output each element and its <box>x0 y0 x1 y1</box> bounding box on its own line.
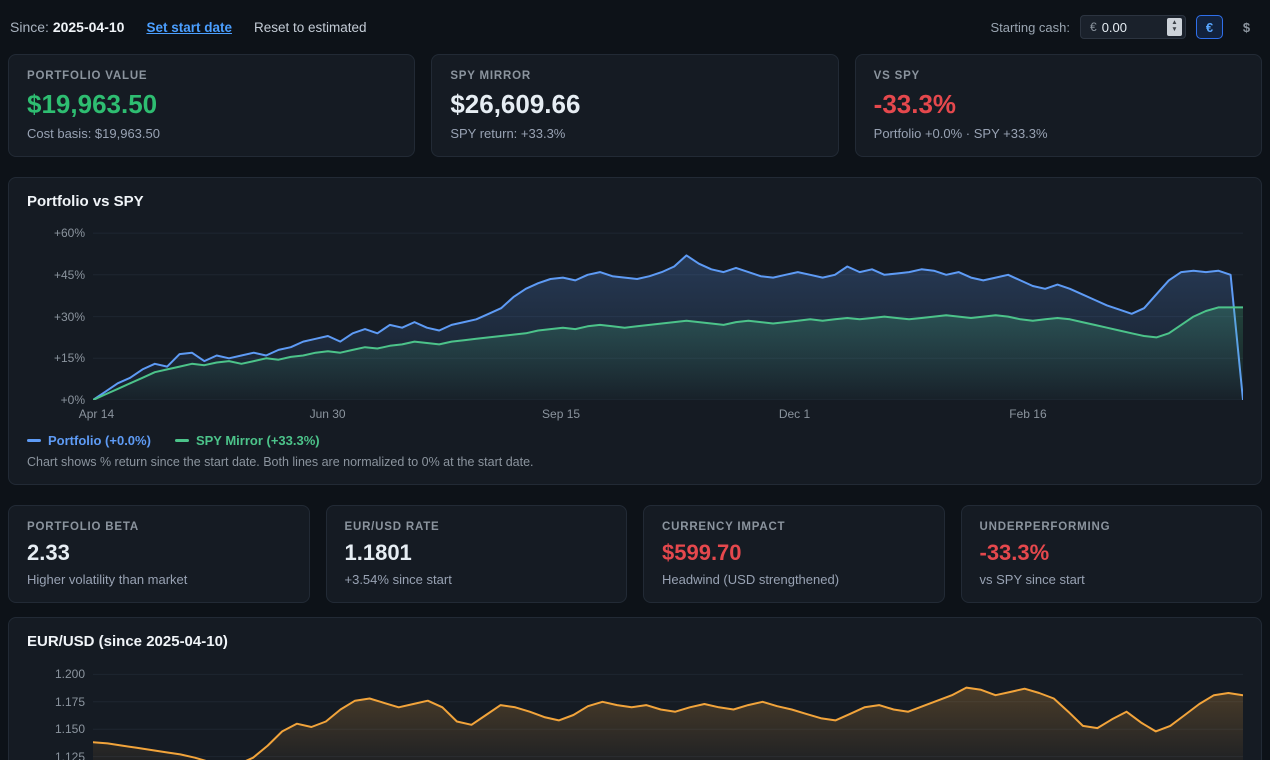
top-stat-cards: PORTFOLIO VALUE $19,963.50 Cost basis: $… <box>8 54 1262 157</box>
stat-card-vs-spy: VS SPY -33.3% Portfolio +0.0% · SPY +33.… <box>854 54 1262 157</box>
topbar-left: Since: 2025-04-10 Set start date Reset t… <box>10 19 367 35</box>
chart-legend: Portfolio (+0.0%) SPY Mirror (+33.3%) <box>27 433 1243 448</box>
portfolio-line-swatch-icon <box>27 439 41 442</box>
stat-card-value: $19,963.50 <box>27 89 158 119</box>
stat-card-value: -33.3% <box>873 89 957 119</box>
y-tick-label: +30% <box>53 309 85 324</box>
portfolio-chart-svg <box>93 232 1243 400</box>
stat-card-underperforming: UNDERPERFORMING -33.3% vs SPY since star… <box>960 505 1262 603</box>
spy-line-swatch-icon <box>174 439 189 442</box>
starting-cash-label: Starting cash: <box>990 19 1071 35</box>
stat-card-title: UNDERPERFORMING <box>979 521 1111 533</box>
legend-item-portfolio: Portfolio (+0.0%) <box>27 433 151 448</box>
currency-symbol: € <box>1090 20 1097 34</box>
stat-card-value: 2.33 <box>27 540 70 565</box>
stat-card-subtitle: vs SPY since start <box>979 572 1085 587</box>
stat-card-portfolio-beta: PORTFOLIO BETA 2.33 Higher volatility th… <box>8 505 310 603</box>
stat-card-value: -33.3% <box>979 540 1050 565</box>
reset-to-estimated-link[interactable]: Reset to estimated <box>253 19 367 35</box>
x-axis-labels: Apr 14 Jun 30 Sep 15 Dec 1 Feb 16 <box>79 405 1243 423</box>
y-tick-label: +45% <box>53 267 85 282</box>
stat-card-title: PORTFOLIO BETA <box>27 521 139 533</box>
x-tick-label: Sep 15 <box>542 407 581 421</box>
stat-card-subtitle: Portfolio +0.0% · SPY +33.3% <box>873 126 1048 141</box>
y-tick-label: +15% <box>53 351 85 366</box>
stat-card-portfolio-value: PORTFOLIO VALUE $19,963.50 Cost basis: $… <box>8 54 416 157</box>
fx-y-axis-labels: 1.200 1.175 1.150 1.125 <box>27 658 85 760</box>
spinner-down-icon[interactable]: ▼ <box>1171 26 1178 34</box>
topbar-right: Starting cash: € 0.00 ▲ ▼ € $ <box>991 15 1261 39</box>
spinner-up-icon[interactable]: ▲ <box>1171 19 1178 27</box>
x-tick-label: Jun 30 <box>309 407 346 421</box>
x-tick-label: Dec 1 <box>778 407 811 421</box>
fx-chart-title: EUR/USD (since 2025-04-10) <box>27 633 228 650</box>
stat-card-title: VS SPY <box>873 70 921 82</box>
fx-chart-svg <box>93 673 1243 760</box>
portfolio-chart-card: Portfolio vs SPY +60% +45% +30% +15% +0% Apr… <box>8 177 1262 485</box>
stat-card-subtitle: SPY return: +33.3% <box>450 126 566 141</box>
legend-item-spy-mirror: SPY Mirror (+33.3%) <box>174 433 320 448</box>
y-tick-label: 1.200 <box>54 667 85 682</box>
bottom-stat-cards: PORTFOLIO BETA 2.33 Higher volatility th… <box>8 505 1262 603</box>
y-axis-labels: +60% +45% +30% +15% +0% <box>27 222 85 407</box>
y-tick-label: 1.125 <box>54 749 85 760</box>
number-spinner[interactable]: ▲ ▼ <box>1167 18 1182 36</box>
y-tick-label: 1.175 <box>54 694 85 709</box>
fx-chart-plot <box>93 658 1243 760</box>
stat-card-currency-impact: CURRENCY IMPACT $599.70 Headwind (USD st… <box>643 505 945 603</box>
stat-card-subtitle: Cost basis: $19,963.50 <box>27 126 160 141</box>
stat-card-title: PORTFOLIO VALUE <box>27 70 148 82</box>
stat-card-subtitle: Higher volatility than market <box>27 572 188 587</box>
portfolio-chart-title: Portfolio vs SPY <box>27 193 144 210</box>
y-tick-label: +0% <box>60 393 85 407</box>
portfolio-chart-area: +60% +45% +30% +15% +0% <box>27 222 1243 407</box>
fx-chart-card: EUR/USD (since 2025-04-10) 1.200 1.175 1.1… <box>8 617 1262 760</box>
since-text: Since: 2025-04-10 <box>10 19 124 35</box>
y-tick-label: +60% <box>53 226 85 241</box>
topbar: Since: 2025-04-10 Set start date Reset t… <box>8 8 1262 54</box>
stat-card-value: $599.70 <box>662 540 742 565</box>
stat-card-title: CURRENCY IMPACT <box>662 521 786 533</box>
stat-card-subtitle: Headwind (USD strengthened) <box>662 572 840 587</box>
since-date: 2025-04-10 <box>52 19 125 35</box>
stat-card-spy-mirror: SPY MIRROR $26,609.66 SPY return: +33.3% <box>431 54 839 157</box>
stat-card-value: 1.1801 <box>344 540 412 565</box>
chart-caption: Chart shows % return since the start dat… <box>27 455 534 469</box>
portfolio-chart-plot <box>93 222 1243 400</box>
cash-value[interactable]: 0.00 <box>1101 19 1127 35</box>
fx-chart-area: 1.200 1.175 1.150 1.125 <box>27 658 1243 760</box>
stat-card-eurusd-rate: EUR/USD RATE 1.1801 +3.54% since start <box>325 505 627 603</box>
stat-card-value: $26,609.66 <box>450 89 581 119</box>
stat-card-subtitle: +3.54% since start <box>344 572 452 587</box>
stat-card-title: SPY MIRROR <box>450 70 531 82</box>
legend-label: SPY Mirror (+33.3%) <box>195 433 320 448</box>
x-tick-label: Apr 14 <box>78 407 115 421</box>
set-start-date-link[interactable]: Set start date <box>146 19 232 35</box>
y-tick-label: 1.150 <box>54 722 85 737</box>
since-label: Since: <box>10 19 49 35</box>
legend-label: Portfolio (+0.0%) <box>48 433 151 448</box>
starting-cash-input[interactable]: € 0.00 ▲ ▼ <box>1080 15 1186 39</box>
stat-card-title: EUR/USD RATE <box>344 521 440 533</box>
currency-usd-button[interactable]: $ <box>1233 15 1260 39</box>
currency-eur-button[interactable]: € <box>1196 15 1223 39</box>
x-tick-label: Feb 16 <box>1009 407 1047 421</box>
